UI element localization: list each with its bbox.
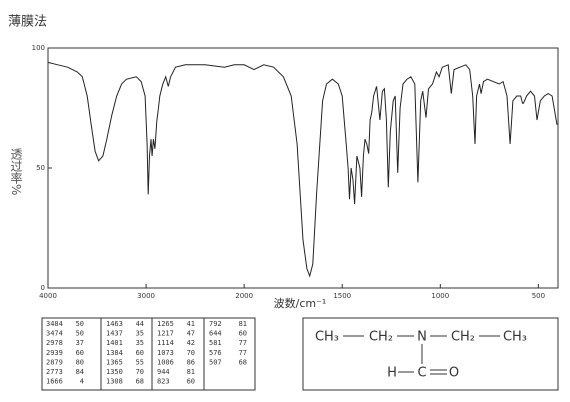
peak-wavenumber: 576	[209, 349, 222, 357]
peak-wavenumber: 944	[157, 368, 170, 376]
x-tick-label: 500	[532, 292, 545, 300]
peak-wavenumber: 1384	[106, 349, 123, 357]
peak-wavenumber: 2773	[46, 368, 63, 376]
structure-group: CH₂	[451, 330, 475, 345]
peak-transmittance: 86	[187, 358, 195, 366]
peak-wavenumber: 2978	[46, 339, 63, 347]
peak-wavenumber: 1073	[157, 349, 174, 357]
peak-transmittance: 55	[136, 358, 144, 366]
peak-transmittance: 77	[239, 349, 247, 357]
peak-wavenumber: 2879	[46, 358, 63, 366]
peak-transmittance: 81	[187, 368, 195, 376]
peak-wavenumber: 644	[209, 330, 222, 338]
peak-wavenumber: 1463	[106, 320, 123, 328]
structure-group: N	[417, 330, 427, 345]
peak-wavenumber: 2939	[46, 349, 63, 357]
x-tick-label: 2000	[235, 292, 253, 300]
y-tick-label: 100	[32, 44, 45, 52]
y-axis-label: 透过率%	[9, 148, 23, 196]
peak-transmittance: 68	[239, 358, 247, 366]
peak-wavenumber: 3474	[46, 330, 63, 338]
x-tick-label: 4000	[39, 292, 57, 300]
peak-transmittance: 77	[239, 339, 247, 347]
peak-wavenumber: 823	[157, 378, 170, 386]
peak-transmittance: 60	[239, 330, 247, 338]
peak-transmittance: 42	[187, 339, 195, 347]
x-tick-label: 1500	[333, 292, 351, 300]
peak-transmittance: 35	[136, 330, 144, 338]
structure-group: C	[417, 366, 426, 381]
peak-wavenumber: 1350	[106, 368, 123, 376]
peak-transmittance: 4	[80, 378, 84, 386]
x-tick-label: 1000	[431, 292, 449, 300]
x-axis-label: 波数/cm⁻¹	[274, 297, 327, 310]
peak-wavenumber: 507	[209, 358, 222, 366]
peak-wavenumber: 1006	[157, 358, 174, 366]
peak-table-frame	[41, 317, 256, 391]
peak-wavenumber: 1217	[157, 330, 174, 338]
structure-group: CH₂	[369, 330, 393, 345]
peak-wavenumber: 581	[209, 339, 222, 347]
spectrum-line	[47, 61, 558, 278]
peak-transmittance: 80	[76, 358, 84, 366]
peak-wavenumber: 1308	[106, 378, 123, 386]
peak-transmittance: 60	[187, 378, 195, 386]
peak-transmittance: 68	[136, 378, 144, 386]
peak-transmittance: 44	[136, 320, 144, 328]
y-tick-label: 50	[36, 164, 45, 172]
peak-wavenumber: 1365	[106, 358, 123, 366]
peak-wavenumber: 3484	[46, 320, 63, 328]
structure-group: O	[449, 366, 459, 381]
peak-transmittance: 70	[187, 349, 195, 357]
peak-transmittance: 84	[76, 368, 84, 376]
peak-transmittance: 50	[76, 330, 84, 338]
chart-title: 薄膜法	[8, 15, 47, 30]
peak-transmittance: 37	[76, 339, 84, 347]
structure-group: H	[387, 366, 397, 381]
peak-transmittance: 47	[187, 330, 195, 338]
peak-transmittance: 70	[136, 368, 144, 376]
peak-wavenumber: 1265	[157, 320, 174, 328]
structure-group: CH₃	[315, 330, 339, 345]
structure-group: CH₃	[503, 330, 527, 345]
peak-wavenumber: 792	[209, 320, 222, 328]
peak-transmittance: 41	[187, 320, 195, 328]
peak-wavenumber: 1114	[157, 339, 174, 347]
x-tick-label: 3000	[137, 292, 155, 300]
plot-frame	[47, 47, 559, 289]
peak-transmittance: 35	[136, 339, 144, 347]
structure-frame	[302, 317, 559, 391]
peak-transmittance: 50	[76, 320, 84, 328]
peak-wavenumber: 1666	[46, 378, 63, 386]
peak-transmittance: 60	[136, 349, 144, 357]
peak-transmittance: 81	[239, 320, 247, 328]
y-tick-label: 0	[41, 284, 45, 292]
peak-transmittance: 60	[76, 349, 84, 357]
peak-wavenumber: 1401	[106, 339, 123, 347]
bonds	[343, 335, 500, 375]
peak-wavenumber: 1437	[106, 330, 123, 338]
